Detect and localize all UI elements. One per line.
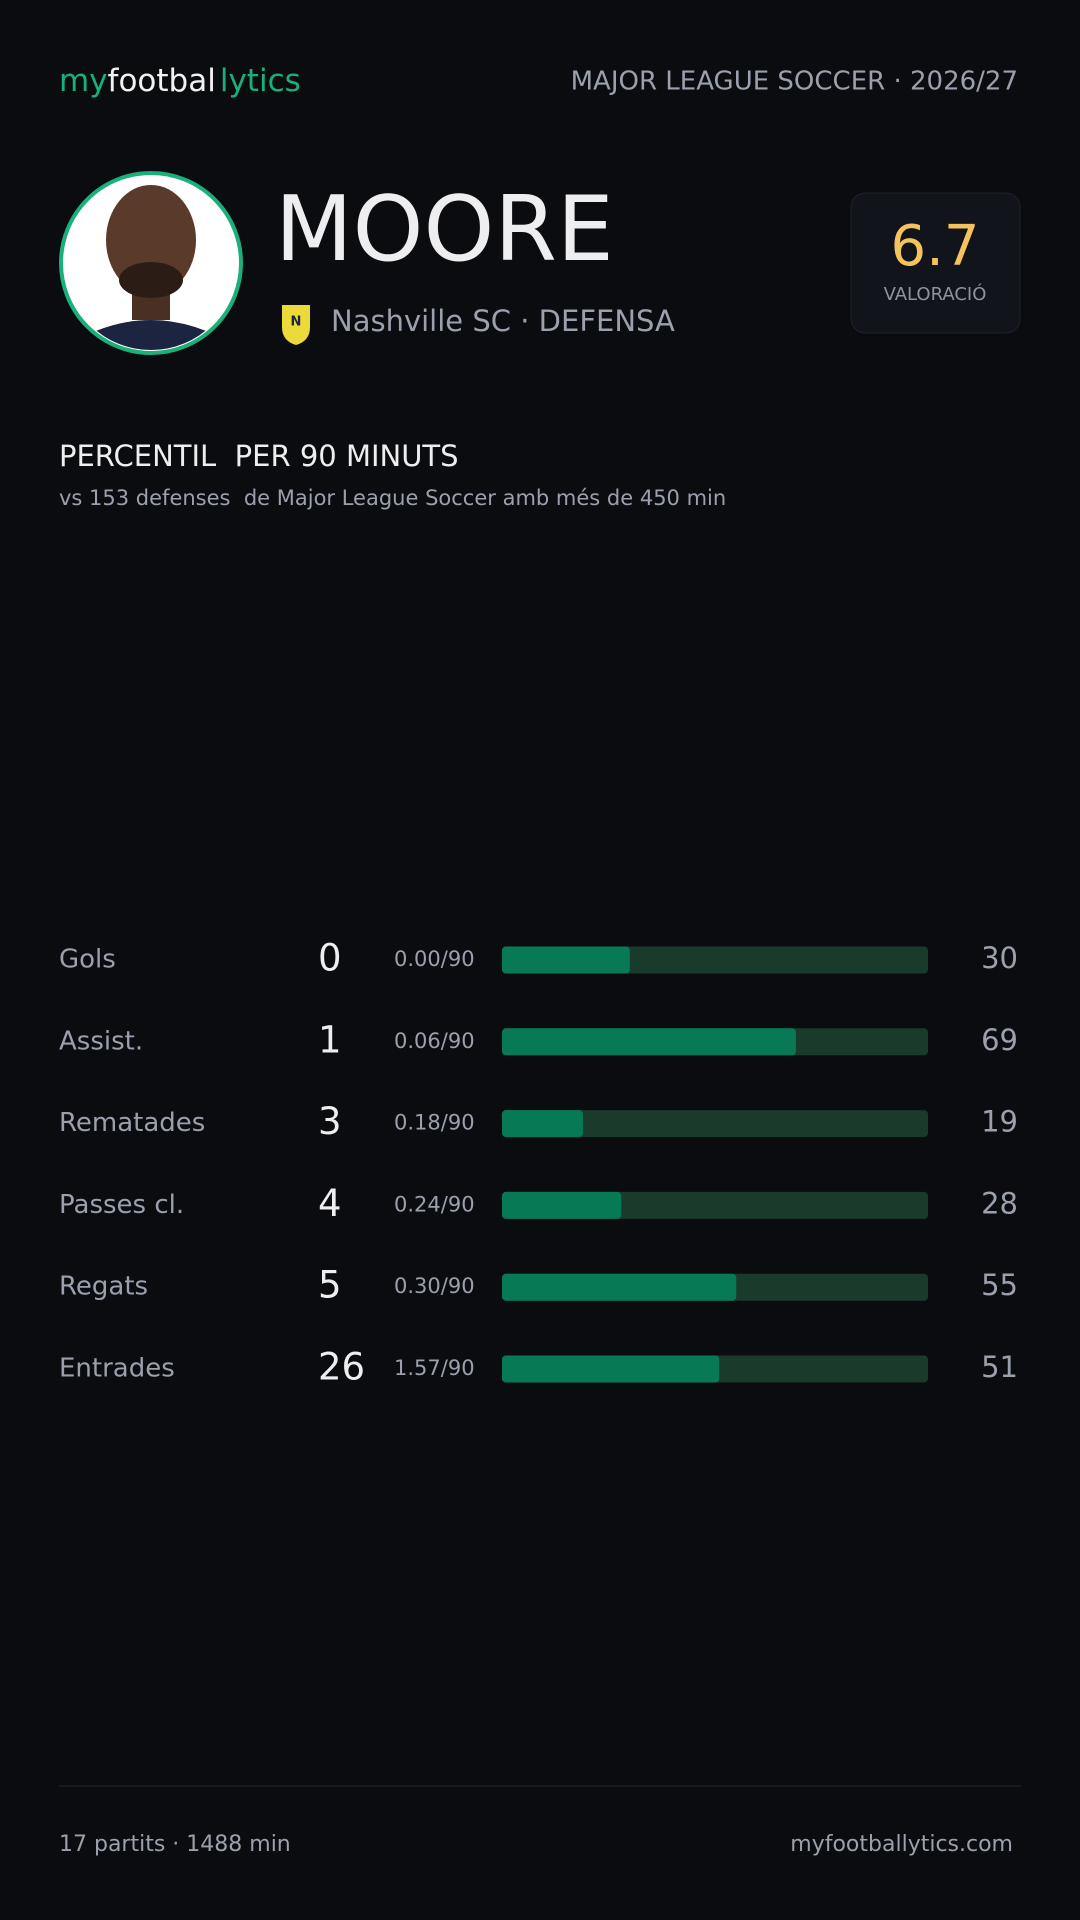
player-photo xyxy=(59,171,243,355)
bar xyxy=(502,1110,583,1138)
stat-total: 26 xyxy=(318,1346,365,1389)
logo-part: my xyxy=(59,63,108,99)
rating-label: VALORACIÓ xyxy=(884,283,987,305)
stat-per90: 0.00/90 xyxy=(394,947,475,971)
stat-label: Rematades xyxy=(59,1108,205,1138)
stat-label: Gols xyxy=(59,945,116,975)
stat-label: Passes cl. xyxy=(59,1190,184,1220)
stat-total: 1 xyxy=(318,1018,342,1061)
footer-left: 17 partits · 1488 min xyxy=(59,1832,291,1857)
bar-track xyxy=(502,1110,928,1138)
percentile-label: 30 xyxy=(981,941,1018,975)
league: MAJOR LEAGUE SOCCER · 2026/27 xyxy=(571,67,1018,97)
logo: myfootbal lytics xyxy=(59,63,301,99)
percentile-label: 19 xyxy=(981,1105,1018,1139)
team-line: Nashville SC · DEFENSA xyxy=(331,304,675,338)
bar xyxy=(502,1191,622,1219)
stat-per90: 0.30/90 xyxy=(394,1274,475,1298)
rating: 6.7 xyxy=(890,214,979,279)
bar xyxy=(502,1028,796,1056)
bar xyxy=(502,1355,720,1383)
stat-per90: 0.18/90 xyxy=(394,1111,475,1135)
stat-label: Assist. xyxy=(59,1026,143,1056)
rating-box xyxy=(850,192,1021,334)
stat-per90: 1.57/90 xyxy=(394,1356,475,1380)
player-name: MOORE xyxy=(275,177,614,282)
percentile-label: 28 xyxy=(981,1186,1018,1220)
footer-right: myfootballytics.com xyxy=(790,1832,1013,1857)
logo-part: lytics xyxy=(220,63,301,99)
stat-per90: 0.24/90 xyxy=(394,1192,475,1216)
stat-total: 3 xyxy=(318,1100,342,1143)
stat-total: 0 xyxy=(318,937,342,980)
stat-label: Entrades xyxy=(59,1354,175,1384)
percentile-label: 69 xyxy=(981,1023,1018,1057)
section-subtitle: vs 153 defenses de Major League Soccer a… xyxy=(59,486,726,510)
bar xyxy=(502,946,630,974)
section-title: PERCENTIL PER 90 MINUTS xyxy=(59,439,459,473)
bar xyxy=(502,1273,737,1301)
stat-per90: 0.06/90 xyxy=(394,1029,475,1053)
percentile-label: 55 xyxy=(981,1268,1018,1302)
stat-total: 5 xyxy=(318,1264,342,1307)
svg-text:N: N xyxy=(291,315,302,330)
logo-part: footbal xyxy=(108,63,216,99)
stat-total: 4 xyxy=(318,1182,342,1225)
team-badge: N xyxy=(282,305,310,345)
stat-label: Regats xyxy=(59,1272,148,1302)
stat-rows: Gols 0 0.00/90 30 Assist. 1 0.06/90 69 Rematades… xyxy=(59,937,1018,1389)
percentile-label: 51 xyxy=(981,1350,1018,1384)
